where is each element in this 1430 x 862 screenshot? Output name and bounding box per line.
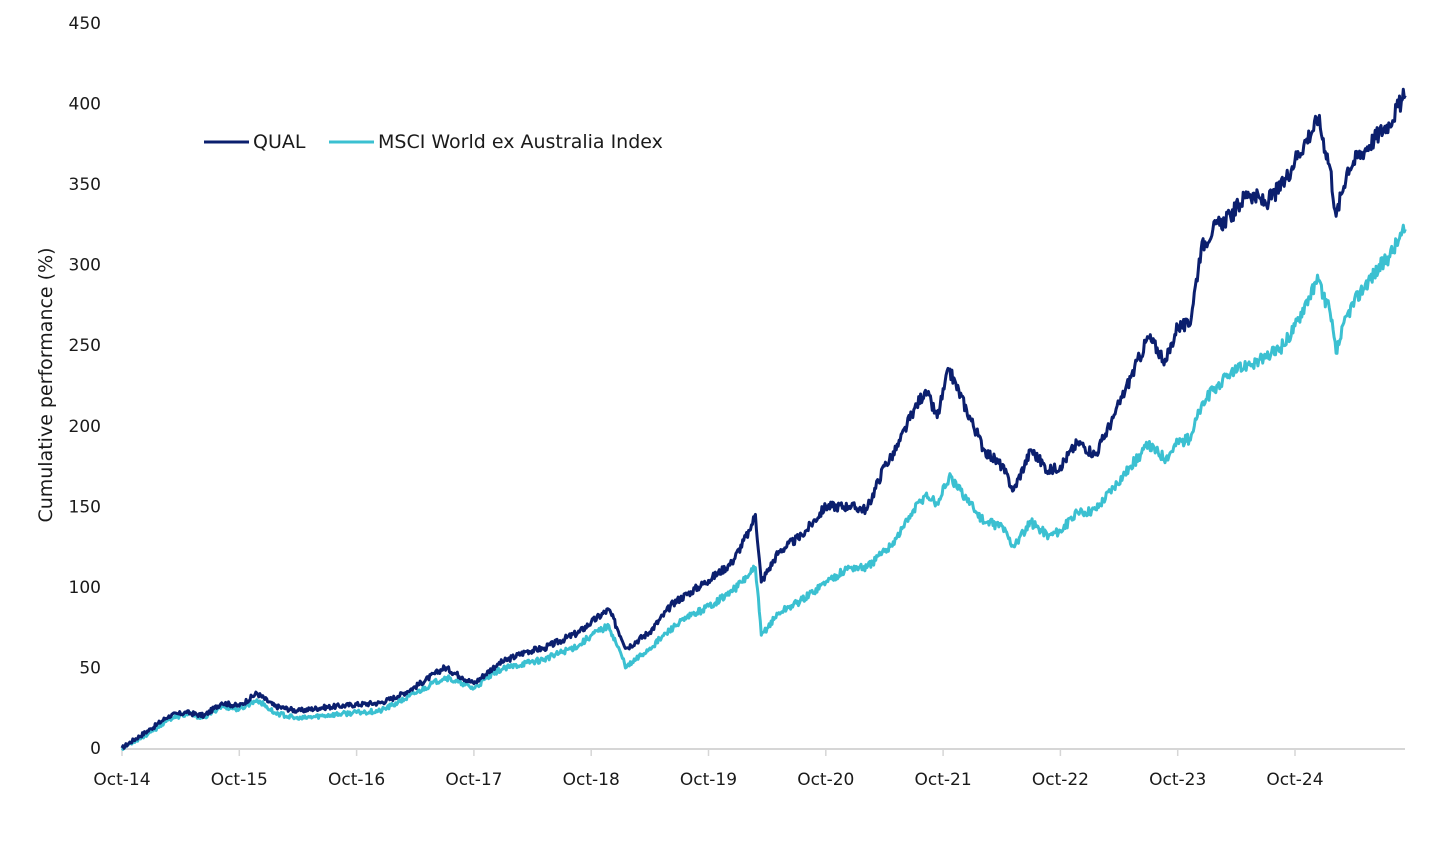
x-tick-label: Oct-22 [1032, 770, 1089, 790]
y-tick-label: 450 [69, 14, 101, 34]
y-tick-label: 300 [69, 256, 101, 276]
x-tick-label: Oct-24 [1266, 770, 1323, 790]
legend: QUAL MSCI World ex Australia Index [204, 131, 663, 153]
x-tick-label: Oct-19 [680, 770, 737, 790]
y-tick-label: 400 [69, 95, 101, 115]
y-tick-label: 250 [69, 336, 101, 356]
x-tick-label: Oct-15 [211, 770, 268, 790]
y-tick-label: 350 [69, 175, 101, 195]
legend-label-qual: QUAL [253, 131, 306, 153]
y-axis-title: Cumulative performance (%) [35, 247, 57, 522]
x-tick-label: Oct-14 [93, 770, 150, 790]
y-tick-label: 100 [69, 578, 101, 598]
x-tick-label: Oct-17 [445, 770, 502, 790]
y-axis-ticks: 0 50 100 150 200 250 300 350 400 450 [69, 14, 101, 759]
y-tick-label: 50 [79, 658, 101, 678]
x-tick-label: Oct-21 [915, 770, 972, 790]
x-tick-label: Oct-16 [328, 770, 385, 790]
y-tick-label: 200 [69, 417, 101, 437]
series-line-qual [120, 87, 1407, 750]
x-tick-label: Oct-20 [797, 770, 854, 790]
y-tick-label: 150 [69, 497, 101, 517]
x-axis: Oct-14 Oct-15 Oct-16 Oct-17 Oct-18 Oct-19 Oct-… [93, 748, 1405, 790]
x-tick-label: Oct-23 [1149, 770, 1206, 790]
x-tick-label: Oct-18 [563, 770, 620, 790]
series-line-msci [120, 223, 1407, 751]
legend-label-msci: MSCI World ex Australia Index [378, 131, 663, 153]
plot-lines [120, 87, 1407, 751]
y-tick-label: 0 [90, 739, 101, 759]
